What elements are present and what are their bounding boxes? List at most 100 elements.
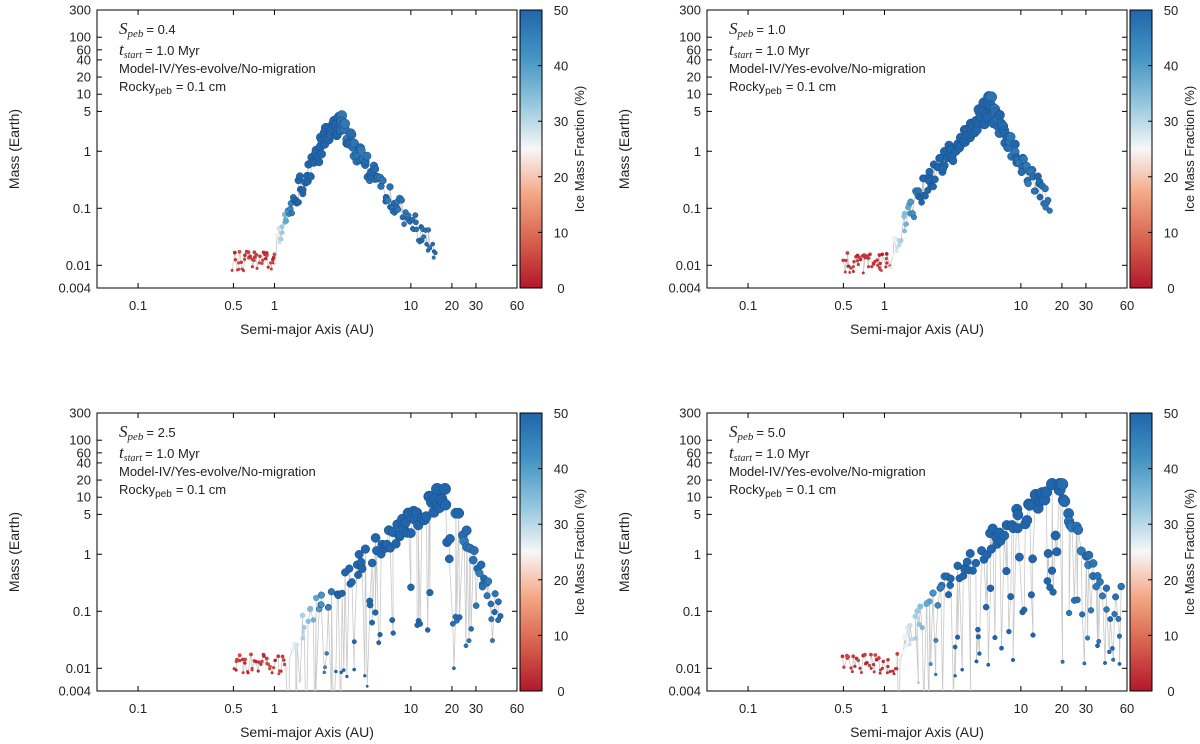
data-point bbox=[263, 256, 268, 261]
data-point bbox=[250, 668, 254, 672]
data-point bbox=[317, 591, 325, 599]
data-point bbox=[928, 662, 933, 667]
data-point bbox=[390, 630, 396, 636]
y-axis-label: Mass (Earth) bbox=[6, 512, 22, 592]
rocky-value: = 0.1 cm bbox=[176, 79, 226, 94]
data-point bbox=[898, 658, 902, 662]
data-point bbox=[1084, 550, 1094, 560]
speb-subscript: peb bbox=[127, 431, 144, 443]
data-point bbox=[398, 196, 405, 204]
data-point bbox=[1102, 584, 1111, 592]
colorbar-tick-label: 20 bbox=[554, 573, 568, 588]
data-point bbox=[310, 617, 317, 623]
data-point bbox=[1030, 187, 1038, 195]
chart-panel-1: 0.1 0.5 1 10 20 30 600.0040.010.11510204060100… bbox=[6, 3, 587, 338]
data-point bbox=[975, 626, 981, 633]
x-tick-label: 30 bbox=[1079, 701, 1093, 716]
chart-panel-4: 0.1 0.5 1 10 20 30 600.0040.010.11510204060100… bbox=[616, 406, 1197, 741]
data-point bbox=[888, 669, 892, 674]
data-point bbox=[274, 232, 280, 238]
data-point bbox=[918, 199, 925, 206]
data-point bbox=[870, 265, 874, 269]
data-point bbox=[440, 499, 452, 511]
y-tick-label: 0.1 bbox=[683, 604, 701, 619]
data-point bbox=[468, 555, 478, 565]
tstart-subscript: start bbox=[734, 453, 753, 464]
data-point bbox=[1028, 554, 1037, 564]
data-point bbox=[491, 590, 499, 598]
data-point bbox=[394, 206, 402, 213]
y-tick-label: 0.01 bbox=[676, 258, 701, 273]
data-point bbox=[266, 662, 270, 666]
data-point bbox=[1087, 607, 1095, 614]
data-point bbox=[339, 118, 350, 129]
colorbar-tick-label: 40 bbox=[554, 59, 568, 74]
tstart-symbol: t bbox=[119, 443, 125, 462]
y-tick-label: 1 bbox=[84, 144, 91, 159]
data-point bbox=[897, 243, 902, 248]
data-point bbox=[405, 528, 416, 539]
speb-value: = 1.0 bbox=[756, 22, 785, 37]
data-point bbox=[277, 672, 281, 676]
data-point bbox=[369, 619, 375, 626]
colorbar: 0 10 20 30 40 50 Ice Mass Fraction (%) bbox=[1129, 406, 1197, 699]
data-point bbox=[433, 250, 438, 256]
data-point bbox=[974, 659, 979, 664]
data-point bbox=[878, 671, 882, 675]
data-point bbox=[880, 666, 885, 670]
data-point bbox=[840, 654, 845, 659]
data-layer bbox=[840, 478, 1125, 694]
data-point bbox=[895, 651, 900, 656]
data-point bbox=[867, 663, 872, 668]
data-point bbox=[844, 258, 848, 263]
data-point bbox=[970, 692, 972, 694]
data-point bbox=[946, 581, 954, 589]
y-tick-label: 1 bbox=[694, 144, 701, 159]
data-point bbox=[856, 658, 861, 663]
data-point bbox=[968, 566, 977, 575]
y-tick-label: 60 bbox=[687, 445, 701, 460]
data-point bbox=[413, 219, 419, 226]
data-point bbox=[260, 261, 264, 266]
data-point bbox=[237, 653, 242, 658]
data-point bbox=[295, 199, 302, 206]
data-point bbox=[856, 262, 860, 267]
x-tick-label: 0.1 bbox=[739, 298, 757, 313]
tstart-subscript: start bbox=[734, 50, 753, 61]
data-point bbox=[953, 561, 962, 570]
data-point bbox=[317, 149, 326, 159]
rocky-subscript: peb bbox=[155, 86, 172, 97]
colorbar-tick-label: 30 bbox=[554, 114, 568, 129]
data-point bbox=[1021, 606, 1028, 613]
x-tick-label: 0.1 bbox=[739, 701, 757, 716]
data-point bbox=[871, 662, 876, 667]
data-point bbox=[463, 643, 469, 649]
data-point bbox=[389, 617, 396, 624]
data-point bbox=[1052, 547, 1062, 557]
data-point bbox=[291, 647, 296, 652]
annotation-rocky: Rockypeb = 0.1 cm bbox=[119, 79, 226, 97]
data-point bbox=[1036, 193, 1044, 201]
y-tick-label: 20 bbox=[687, 70, 701, 85]
data-point bbox=[259, 662, 263, 666]
data-point bbox=[892, 238, 897, 243]
speb-subscript: peb bbox=[127, 28, 144, 40]
chart-panel-3: 0.1 0.5 1 10 20 30 600.0040.010.11510204060100… bbox=[6, 406, 587, 741]
data-point bbox=[1058, 495, 1071, 508]
data-point bbox=[914, 187, 922, 195]
data-point bbox=[250, 265, 254, 269]
data-point bbox=[960, 667, 965, 672]
y-tick-label: 0.01 bbox=[676, 661, 701, 676]
rocky-symbol: Rocky bbox=[119, 79, 156, 94]
data-point bbox=[248, 254, 253, 259]
data-point bbox=[886, 658, 890, 662]
data-point bbox=[487, 600, 495, 608]
data-point bbox=[903, 643, 908, 648]
data-point bbox=[356, 145, 366, 155]
data-point bbox=[1103, 606, 1110, 613]
data-point bbox=[272, 252, 277, 257]
data-point bbox=[269, 261, 273, 265]
data-point bbox=[257, 261, 262, 265]
y-tick-label: 100 bbox=[69, 433, 91, 448]
data-point bbox=[845, 251, 850, 255]
